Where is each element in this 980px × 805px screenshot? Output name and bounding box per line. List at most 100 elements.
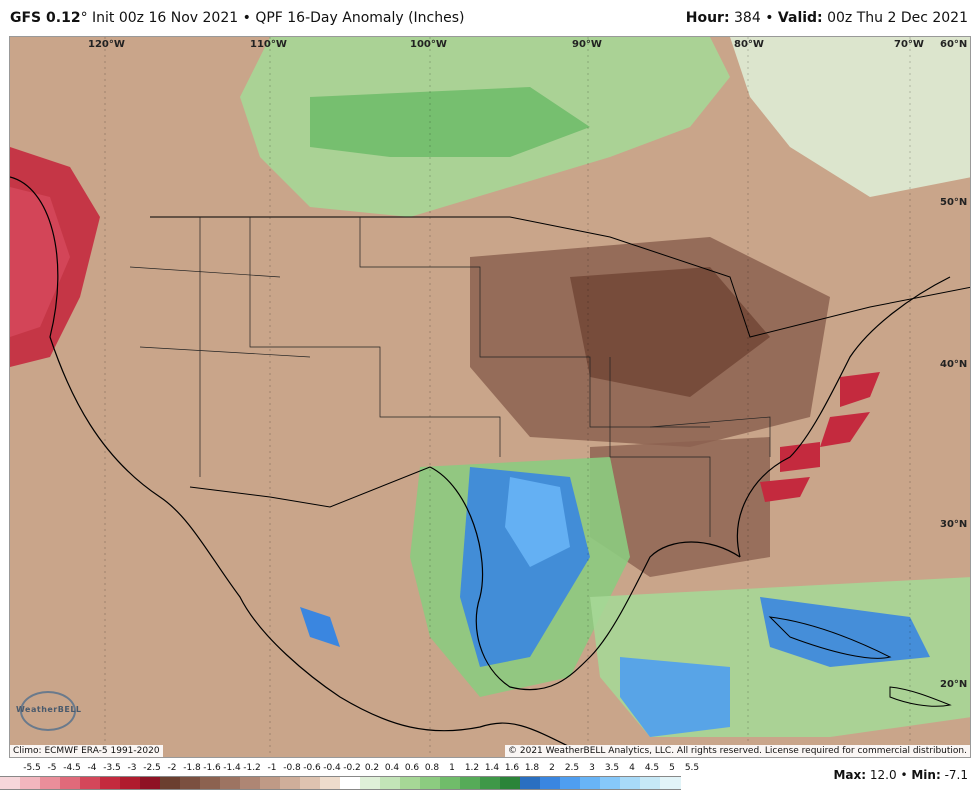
- valid-value: 00z Thu 2 Dec 2021: [827, 10, 968, 26]
- colorbar-tick-label: -0.6: [303, 763, 321, 773]
- colorbar-swatch: [540, 776, 561, 790]
- canada-us-border: [150, 216, 970, 338]
- west-coastline: [10, 176, 571, 748]
- degree-symbol: °: [80, 10, 88, 26]
- colorbar-tick-label: -2: [167, 763, 177, 773]
- colorbar-swatch: [340, 776, 361, 790]
- colorbar-tick-label: -4: [87, 763, 97, 773]
- state-lines-mountain: [129, 217, 311, 477]
- colorbar-tick-label: -5.5: [23, 763, 41, 773]
- colorbar-swatch: [60, 776, 81, 790]
- colorbar-tick-label: 1.2: [464, 763, 480, 773]
- colorbar-tick-label: 5.5: [684, 763, 700, 773]
- colorbar-tick-label: 1.6: [504, 763, 520, 773]
- lat-label: 20°N: [940, 679, 968, 690]
- gulf-heavy-core: [505, 477, 570, 567]
- colorbar-swatch: [240, 776, 261, 790]
- colorbar-swatch: [100, 776, 121, 790]
- colorbar-tick-label: -1: [267, 763, 277, 773]
- great-lakes-dry-core: [570, 267, 770, 397]
- caribbean-heavy-rain-east: [760, 597, 930, 667]
- colorbar-tick-label: -2.5: [143, 763, 161, 773]
- state-lines-west: [249, 217, 501, 457]
- init-time: Init 00z 16 Nov 2021: [92, 10, 239, 26]
- colorbar-tick-label: -5: [47, 763, 57, 773]
- colorbar-swatch: [640, 776, 661, 790]
- colorbar-tick-label: 0.4: [384, 763, 400, 773]
- caribbean-heavy-rain-west: [620, 657, 730, 737]
- logo-text: WeatherBELL: [16, 705, 82, 714]
- colorbar-tick-label: -3.5: [103, 763, 121, 773]
- map-canvas: [10, 37, 970, 757]
- colorbar-swatch: [160, 776, 181, 790]
- lat-label: 50°N: [940, 197, 968, 208]
- colorbar-swatch: [180, 776, 201, 790]
- copyright-note: © 2021 WeatherBELL Analytics, LLC. All r…: [505, 745, 970, 757]
- colorbar-swatch: [40, 776, 61, 790]
- valid-separator: •: [765, 10, 774, 26]
- atlantic-streak-4: [760, 477, 810, 502]
- colorbar-tick-label: 0.2: [364, 763, 380, 773]
- title-right: Hour: 384 • Valid: 00z Thu 2 Dec 2021: [686, 10, 968, 26]
- colorbar-swatch: [80, 776, 101, 790]
- colorbar-swatch: [220, 776, 241, 790]
- colorbar-swatch: [560, 776, 581, 790]
- colorbar-swatch: [140, 776, 161, 790]
- max-min-summary: Max: 12.0 • Min: -7.1: [833, 768, 968, 782]
- colorbar-tick-label: 3.5: [604, 763, 620, 773]
- lon-label: 70°W: [894, 39, 924, 50]
- canada-wet-core: [310, 87, 590, 157]
- colorbar-tick-label: -1.6: [203, 763, 221, 773]
- lon-label: 110°W: [250, 39, 287, 50]
- hispaniola-outline: [889, 686, 952, 707]
- colorbar-tick-label: 1.4: [484, 763, 500, 773]
- colorbar-swatch: [480, 776, 501, 790]
- colorbar-tick-label: 0.6: [404, 763, 420, 773]
- title-left: GFS 0.12° Init 00z 16 Nov 2021 • QPF 16-…: [10, 10, 465, 26]
- hour-value: 384: [734, 10, 761, 26]
- mexico-pacific-rain: [300, 607, 340, 647]
- us-mexico-border: [189, 466, 431, 508]
- climo-note: Climo: ECMWF ERA-5 1991-2020: [10, 745, 163, 757]
- colorbar-swatch: [380, 776, 401, 790]
- east-coastline: [736, 276, 951, 558]
- colorbar-swatch: [200, 776, 221, 790]
- hour-label: Hour:: [685, 10, 730, 26]
- colorbar-swatch: [460, 776, 481, 790]
- colorbar-swatch: [300, 776, 321, 790]
- colorbar-swatch: [360, 776, 381, 790]
- colorbar-swatch: [620, 776, 641, 790]
- max-min-separator: •: [900, 768, 908, 782]
- lat-label: 30°N: [940, 519, 968, 530]
- pacific-nw-core: [10, 187, 70, 337]
- colorbar-tick-label: 0.8: [424, 763, 440, 773]
- colorbar-tick-label: 4: [629, 763, 635, 773]
- colorbar-tick-label: 2.5: [564, 763, 580, 773]
- colorbar-strip: [0, 776, 681, 790]
- colorbar-tick-label: -0.8: [283, 763, 301, 773]
- lon-label: 90°W: [572, 39, 602, 50]
- colorbar-swatch: [120, 776, 141, 790]
- gulf-coastline: [429, 466, 741, 691]
- colorbar-tick-label: 4.5: [644, 763, 660, 773]
- lat-label: 60°N: [940, 39, 968, 50]
- valid-label: Valid:: [777, 10, 823, 26]
- weatherbell-logo-icon: WeatherBELL: [16, 689, 88, 739]
- colorbar-swatch: [520, 776, 541, 790]
- colorbar-tick-label: -0.4: [323, 763, 341, 773]
- colorbar-tick-label: -1.8: [183, 763, 201, 773]
- colorbar-swatch: [280, 776, 301, 790]
- colorbar-tick-label: -0.2: [343, 763, 361, 773]
- header: GFS 0.12° Init 00z 16 Nov 2021 • QPF 16-…: [0, 0, 980, 36]
- colorbar-swatch: [500, 776, 521, 790]
- colorbar-tick-label: -3: [127, 763, 137, 773]
- state-lines-east: [609, 357, 771, 537]
- min-value: -7.1: [944, 768, 968, 782]
- colorbar-tick-label: 2: [549, 763, 555, 773]
- atlantic-streak-2: [820, 412, 870, 447]
- logo-ring: [20, 691, 76, 731]
- min-label: Min:: [911, 768, 941, 782]
- colorbar-swatch: [400, 776, 421, 790]
- lon-label: 100°W: [410, 39, 447, 50]
- colorbar-swatch: [0, 776, 21, 790]
